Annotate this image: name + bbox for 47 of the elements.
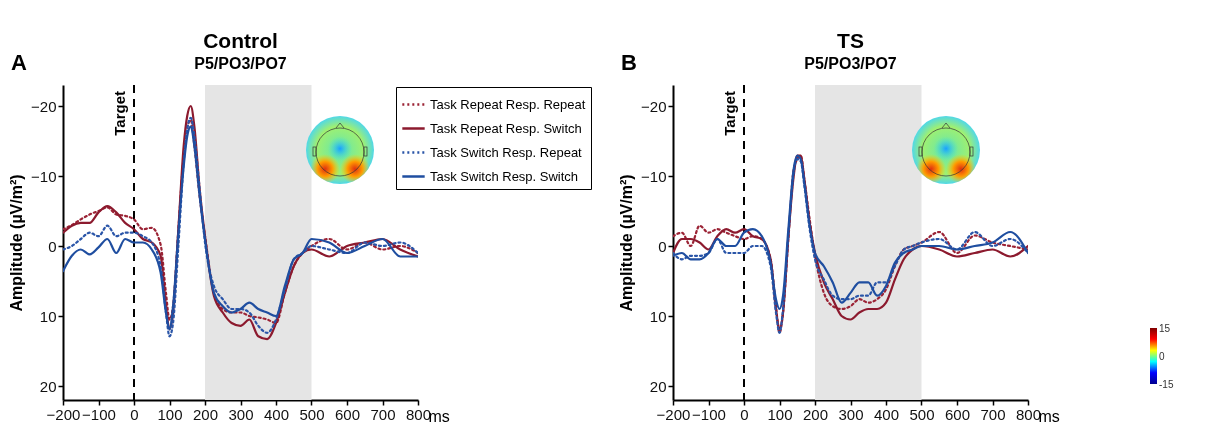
color-bar-label: -15 <box>1159 378 1174 390</box>
x-tick-label: 600 <box>944 405 971 423</box>
x-tick-label: 200 <box>192 405 219 423</box>
x-tick-label: 100 <box>157 405 183 423</box>
x-tick-label: 400 <box>263 405 290 423</box>
color-bar-label: 15 <box>1159 322 1171 334</box>
y-axis-title: Amplitude (µV/m²) <box>618 174 636 312</box>
color-bar-label: 0 <box>1159 350 1165 362</box>
x-tick-label: 300 <box>838 405 864 423</box>
y-tick-label: −20 <box>31 97 57 115</box>
y-tick-label: 0 <box>48 237 57 255</box>
legend-label: Task Repeat Resp. Repeat <box>430 96 586 112</box>
chart-subtitle: P5/PO3/PO7 <box>804 55 897 72</box>
x-tick-label: 500 <box>299 405 325 423</box>
x-tick-label: −100 <box>692 405 726 423</box>
x-tick-label: 0 <box>130 405 139 423</box>
y-tick-label: 0 <box>658 237 667 255</box>
x-tick-label: 0 <box>740 405 749 423</box>
x-tick-label: 400 <box>873 405 900 423</box>
ref-line-label: Target <box>111 91 128 136</box>
y-axis-title: Amplitude (µV/m²) <box>8 174 26 312</box>
y-tick-label: −10 <box>641 167 667 185</box>
legend-label: Task Switch Resp. Repeat <box>430 144 583 160</box>
y-tick-label: 10 <box>649 307 667 325</box>
y-tick-label: −20 <box>641 97 667 115</box>
x-tick-label: −100 <box>82 405 116 423</box>
chart-title: TS <box>837 29 864 52</box>
x-tick-label: 700 <box>980 405 1006 423</box>
y-tick-label: 10 <box>39 307 57 325</box>
x-tick-label: 500 <box>909 405 935 423</box>
text: A <box>11 50 27 75</box>
x-tick-label: −200 <box>46 405 81 423</box>
chart-title: Control <box>203 29 278 52</box>
x-tick-label: 700 <box>370 405 396 423</box>
x-tick-label: 100 <box>767 405 793 423</box>
x-tick-label: −200 <box>656 405 691 423</box>
legend-label: Task Switch Resp. Switch <box>430 168 579 184</box>
x-tick-label: 200 <box>802 405 829 423</box>
y-tick-label: 20 <box>39 377 57 395</box>
ref-line-label: Target <box>721 91 738 136</box>
legend-label: Task Repeat Resp. Switch <box>430 120 582 136</box>
chart-subtitle: P5/PO3/PO7 <box>194 55 287 72</box>
x-tick-label: 300 <box>228 405 254 423</box>
text: B <box>621 50 637 75</box>
x-tick-label: 600 <box>334 405 361 423</box>
y-tick-label: −10 <box>31 167 57 185</box>
y-tick-label: 20 <box>649 377 667 395</box>
